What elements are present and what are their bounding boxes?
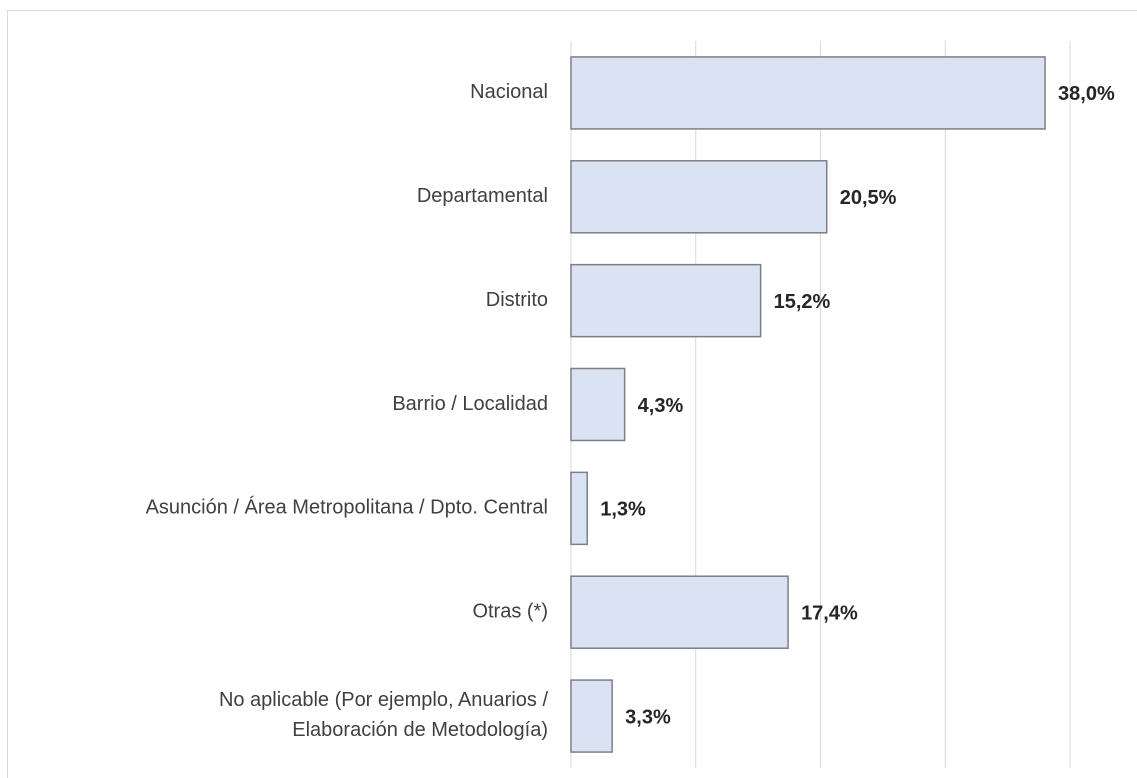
- data-label: 3,3%: [625, 706, 671, 728]
- data-label: 1,3%: [600, 499, 646, 521]
- bar: [570, 575, 789, 649]
- bar: [570, 56, 1046, 130]
- bar: [570, 367, 626, 442]
- y-tick-label: Departamental: [417, 185, 548, 207]
- bar: [570, 263, 762, 338]
- chart-border: [7, 10, 1137, 778]
- data-label: 17,4%: [801, 602, 858, 624]
- y-tick-label: Otras (*): [472, 600, 548, 622]
- y-tick-label: Barrio / Localidad: [392, 393, 548, 415]
- data-label: 15,2%: [774, 291, 831, 313]
- data-label: 38,0%: [1058, 83, 1115, 105]
- bar: [570, 160, 828, 234]
- y-tick-label: Nacional: [470, 81, 548, 103]
- data-label: 20,5%: [840, 187, 897, 209]
- y-tick-label: No aplicable (Por ejemplo, Anuarios / Ela…: [219, 689, 549, 741]
- data-label: 4,3%: [638, 395, 684, 417]
- bar: [570, 471, 588, 546]
- bar: [570, 679, 613, 753]
- y-tick-label: Distrito: [486, 289, 548, 311]
- y-tick-label: Asunción / Área Metropolitana / Dpto. Ce…: [146, 496, 548, 519]
